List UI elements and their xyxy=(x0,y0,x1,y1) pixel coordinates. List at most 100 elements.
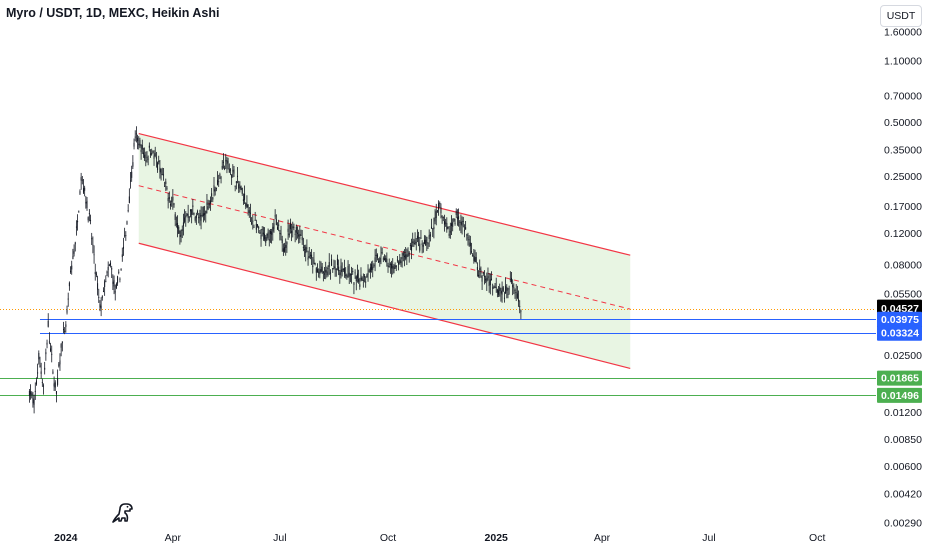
candle-body xyxy=(412,241,414,244)
candle-body xyxy=(122,246,124,249)
candle-body xyxy=(175,223,177,225)
candle-body xyxy=(119,278,121,280)
candle-body xyxy=(110,262,112,266)
candle-body xyxy=(435,211,437,219)
candle-body xyxy=(102,290,104,292)
price-axis[interactable]: 1.60000 1.10000 0.70000 0.50000 0.35000 0.250… xyxy=(884,26,922,529)
candle-body xyxy=(301,236,303,241)
candle-body xyxy=(520,310,522,312)
candle-body xyxy=(451,223,453,226)
candle-body xyxy=(139,139,141,147)
time-axis[interactable]: 2024 Apr Jul Oct 2025 Apr Jul Oct xyxy=(54,532,825,544)
candle-body xyxy=(125,235,127,237)
candle-body xyxy=(308,256,310,258)
candle-body xyxy=(293,226,295,228)
candle-body xyxy=(257,224,259,227)
candle-body xyxy=(100,305,102,309)
candle-body xyxy=(120,268,122,271)
y-tick-label: 0.35000 xyxy=(884,145,922,157)
candle-body xyxy=(229,169,231,171)
candle-body xyxy=(324,273,326,275)
candle-body xyxy=(489,279,491,286)
candle-body xyxy=(299,233,301,240)
x-tick-label: Oct xyxy=(809,532,825,544)
candle-body xyxy=(309,254,311,256)
candle-body xyxy=(472,254,474,257)
candle-body xyxy=(62,329,64,331)
candle-body xyxy=(106,271,108,273)
candle-body xyxy=(371,264,373,271)
candle-body xyxy=(201,214,203,216)
y-tick-label: 0.02500 xyxy=(884,350,922,362)
candle-body xyxy=(181,229,183,231)
candle-body xyxy=(376,254,378,258)
candle-body xyxy=(117,276,119,284)
candle-body xyxy=(219,174,221,176)
candle-body xyxy=(367,272,369,275)
candle-body xyxy=(396,259,398,261)
candle-body xyxy=(300,234,302,236)
candle-body xyxy=(479,268,481,270)
candle-body xyxy=(405,254,407,259)
candle-body xyxy=(375,254,377,257)
candle-body xyxy=(344,267,346,274)
candle-body xyxy=(311,254,313,258)
candle-body xyxy=(61,341,63,344)
candle-body xyxy=(212,197,214,200)
candle-body xyxy=(284,247,286,252)
candle-body xyxy=(432,228,434,230)
candle-body xyxy=(185,215,187,218)
candle-body xyxy=(506,287,508,291)
x-tick-label: Oct xyxy=(380,532,396,544)
candle-body xyxy=(240,185,242,190)
candle-body xyxy=(113,280,115,287)
candle-body xyxy=(508,288,510,290)
candle-body xyxy=(481,276,483,282)
y-tick-label: 0.00850 xyxy=(884,434,922,446)
candle-body xyxy=(307,257,309,260)
currency-button[interactable]: USDT xyxy=(880,5,922,27)
candle-body xyxy=(302,246,304,248)
candle-body xyxy=(244,193,246,200)
candle-body xyxy=(474,257,476,262)
candle-body xyxy=(179,235,181,237)
candle-body xyxy=(31,393,33,395)
y-tick-label: 1.60000 xyxy=(884,26,922,38)
candle-body xyxy=(500,291,502,294)
candle-body xyxy=(512,284,514,288)
candle-body xyxy=(482,272,484,275)
candle-body xyxy=(428,235,430,239)
candle-body xyxy=(336,258,338,265)
candle-body xyxy=(418,237,420,239)
candle-body xyxy=(294,233,296,235)
candle-body xyxy=(340,265,342,273)
candle-body xyxy=(321,266,323,273)
candle-body xyxy=(314,262,316,265)
candle-body xyxy=(94,271,96,275)
price-tag-green: 0.01865 xyxy=(877,370,922,386)
candle-body xyxy=(118,271,120,273)
horizontal-lines xyxy=(0,309,876,396)
candle-body xyxy=(99,304,101,308)
candle-body xyxy=(431,226,433,229)
candle-body xyxy=(445,222,447,224)
candle-body xyxy=(285,244,287,248)
price-tag-label: 0.03324 xyxy=(881,328,919,340)
candle-body xyxy=(111,268,113,270)
candle-body xyxy=(265,237,267,243)
candle-body xyxy=(249,212,251,214)
candle-body xyxy=(475,257,477,263)
candle-body xyxy=(278,224,280,226)
candle-body xyxy=(43,385,45,387)
candle-body xyxy=(354,272,356,274)
candle-body xyxy=(266,234,268,236)
candle-body xyxy=(409,244,411,246)
candle-body xyxy=(486,277,488,282)
x-tick-label: Jul xyxy=(702,532,715,544)
channel-upper-line xyxy=(138,132,631,256)
candle-body xyxy=(41,382,43,384)
candle-body xyxy=(259,232,261,234)
candle-body xyxy=(187,214,189,219)
candle-body xyxy=(305,247,307,254)
